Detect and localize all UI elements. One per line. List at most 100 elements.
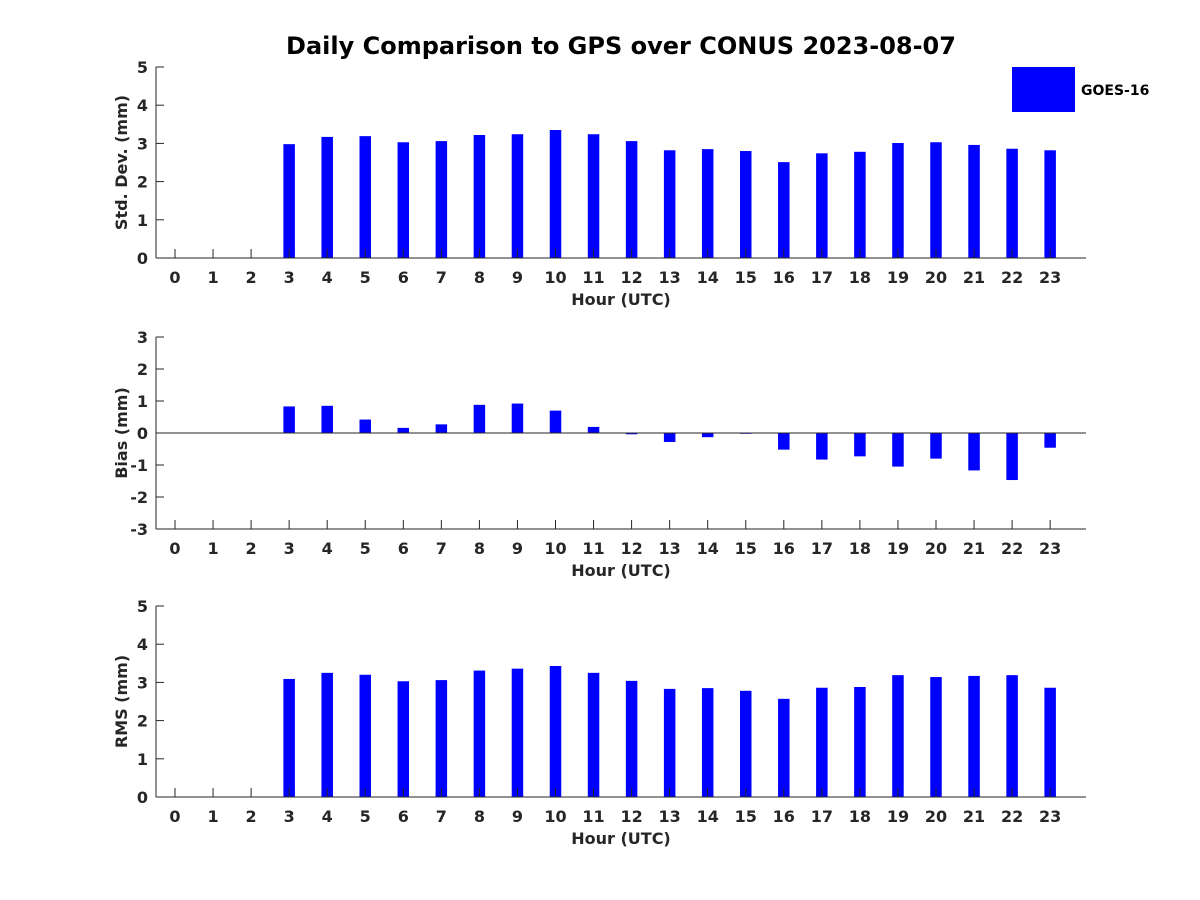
y-tick-label-std-dev: 3 <box>137 134 148 153</box>
bar-bias-hour-22 <box>1006 433 1018 481</box>
x-tick-label-rms: 19 <box>887 807 909 826</box>
bar-rms-hour-3 <box>283 678 295 797</box>
x-tick-label-rms: 9 <box>512 807 523 826</box>
y-tick-label-bias: -1 <box>130 456 148 475</box>
bar-bias-hour-20 <box>930 433 942 459</box>
bar-std-dev-hour-12 <box>625 141 638 258</box>
bar-std-dev-hour-15 <box>740 151 752 258</box>
bar-bias-hour-16 <box>778 433 790 450</box>
x-tick-label-rms: 0 <box>169 807 180 826</box>
bar-std-dev-hour-9 <box>511 134 524 258</box>
bar-bias-hour-18 <box>854 433 866 457</box>
bar-bias-hour-12 <box>625 433 638 435</box>
bar-rms-hour-15 <box>740 690 752 797</box>
x-tick-label-rms: 15 <box>735 807 757 826</box>
x-tick-label-rms: 14 <box>697 807 719 826</box>
y-axis-label-std-dev: Std. Dev. (mm) <box>112 95 131 230</box>
x-tick-label-rms: 23 <box>1039 807 1061 826</box>
y-tick-label-rms: 4 <box>137 635 148 654</box>
x-tick-label-std-dev: 23 <box>1039 268 1061 287</box>
bar-bias-hour-4 <box>321 405 333 433</box>
x-tick-label-bias: 11 <box>582 539 604 558</box>
x-tick-label-bias: 7 <box>436 539 447 558</box>
bar-std-dev-hour-3 <box>283 144 295 258</box>
bar-std-dev-hour-11 <box>587 134 600 258</box>
legend: GOES-16 <box>1012 67 1149 112</box>
bar-std-dev-hour-10 <box>549 130 562 258</box>
x-tick-label-std-dev: 18 <box>849 268 871 287</box>
x-tick-label-std-dev: 13 <box>659 268 681 287</box>
bar-rms-hour-16 <box>778 698 790 797</box>
y-tick-label-bias: 1 <box>137 392 148 411</box>
y-tick-label-rms: 0 <box>137 788 148 807</box>
y-tick-label-std-dev: 5 <box>137 58 148 77</box>
x-tick-label-std-dev: 21 <box>963 268 985 287</box>
x-tick-label-std-dev: 6 <box>398 268 409 287</box>
x-tick-label-std-dev: 0 <box>169 268 180 287</box>
bar-rms-hour-12 <box>625 680 638 797</box>
y-tick-label-std-dev: 1 <box>137 211 148 230</box>
y-tick-label-rms: 2 <box>137 712 148 731</box>
y-tick-label-bias: 3 <box>137 328 148 347</box>
x-tick-label-std-dev: 22 <box>1001 268 1023 287</box>
bar-rms-hour-4 <box>321 672 333 797</box>
x-tick-label-rms: 2 <box>246 807 257 826</box>
y-tick-label-bias: -2 <box>130 488 148 507</box>
legend-swatch <box>1012 67 1075 112</box>
x-tick-label-std-dev: 2 <box>246 268 257 287</box>
x-tick-label-rms: 7 <box>436 807 447 826</box>
x-tick-label-bias: 15 <box>735 539 757 558</box>
bar-bias-hour-13 <box>663 433 676 442</box>
bar-rms-hour-20 <box>930 677 942 797</box>
bar-bias-hour-6 <box>397 427 410 433</box>
bar-rms-hour-9 <box>511 668 524 797</box>
bar-bias-hour-17 <box>816 433 828 460</box>
bar-rms-hour-14 <box>701 688 714 797</box>
x-tick-label-std-dev: 12 <box>620 268 642 287</box>
x-tick-label-std-dev: 1 <box>207 268 218 287</box>
y-axis-label-rms: RMS (mm) <box>112 655 131 748</box>
bar-std-dev-hour-22 <box>1006 148 1018 258</box>
x-tick-label-rms: 20 <box>925 807 947 826</box>
x-tick-label-bias: 20 <box>925 539 947 558</box>
x-tick-label-rms: 8 <box>474 807 485 826</box>
bar-rms-hour-18 <box>854 686 866 797</box>
bar-std-dev-hour-4 <box>321 136 333 258</box>
bar-bias-hour-23 <box>1044 433 1056 448</box>
bar-rms-hour-7 <box>435 680 448 797</box>
x-tick-label-std-dev: 15 <box>735 268 757 287</box>
bar-std-dev-hour-7 <box>435 141 448 258</box>
bar-bias-hour-10 <box>549 410 562 433</box>
x-tick-label-rms: 17 <box>811 807 833 826</box>
x-tick-label-bias: 18 <box>849 539 871 558</box>
x-tick-label-bias: 9 <box>512 539 523 558</box>
x-tick-label-bias: 14 <box>697 539 719 558</box>
bar-bias-hour-14 <box>701 433 714 438</box>
x-tick-label-bias: 19 <box>887 539 909 558</box>
y-tick-label-bias: 2 <box>137 360 148 379</box>
bar-rms-hour-17 <box>816 687 828 797</box>
x-tick-label-rms: 10 <box>544 807 566 826</box>
y-tick-label-std-dev: 0 <box>137 249 148 268</box>
x-tick-label-bias: 3 <box>284 539 295 558</box>
y-tick-label-rms: 1 <box>137 750 148 769</box>
y-tick-label-std-dev: 2 <box>137 173 148 192</box>
bar-std-dev-hour-21 <box>968 144 980 258</box>
bar-rms-hour-19 <box>892 675 904 797</box>
bar-rms-hour-13 <box>663 688 676 797</box>
bar-std-dev-hour-13 <box>663 150 676 258</box>
x-tick-label-bias: 4 <box>322 539 333 558</box>
x-tick-label-rms: 18 <box>849 807 871 826</box>
x-tick-label-rms: 13 <box>659 807 681 826</box>
x-tick-label-bias: 5 <box>360 539 371 558</box>
x-tick-label-bias: 13 <box>659 539 681 558</box>
x-tick-label-rms: 3 <box>284 807 295 826</box>
x-tick-label-std-dev: 20 <box>925 268 947 287</box>
x-tick-label-bias: 6 <box>398 539 409 558</box>
bar-rms-hour-5 <box>359 674 371 797</box>
x-tick-label-bias: 10 <box>544 539 566 558</box>
